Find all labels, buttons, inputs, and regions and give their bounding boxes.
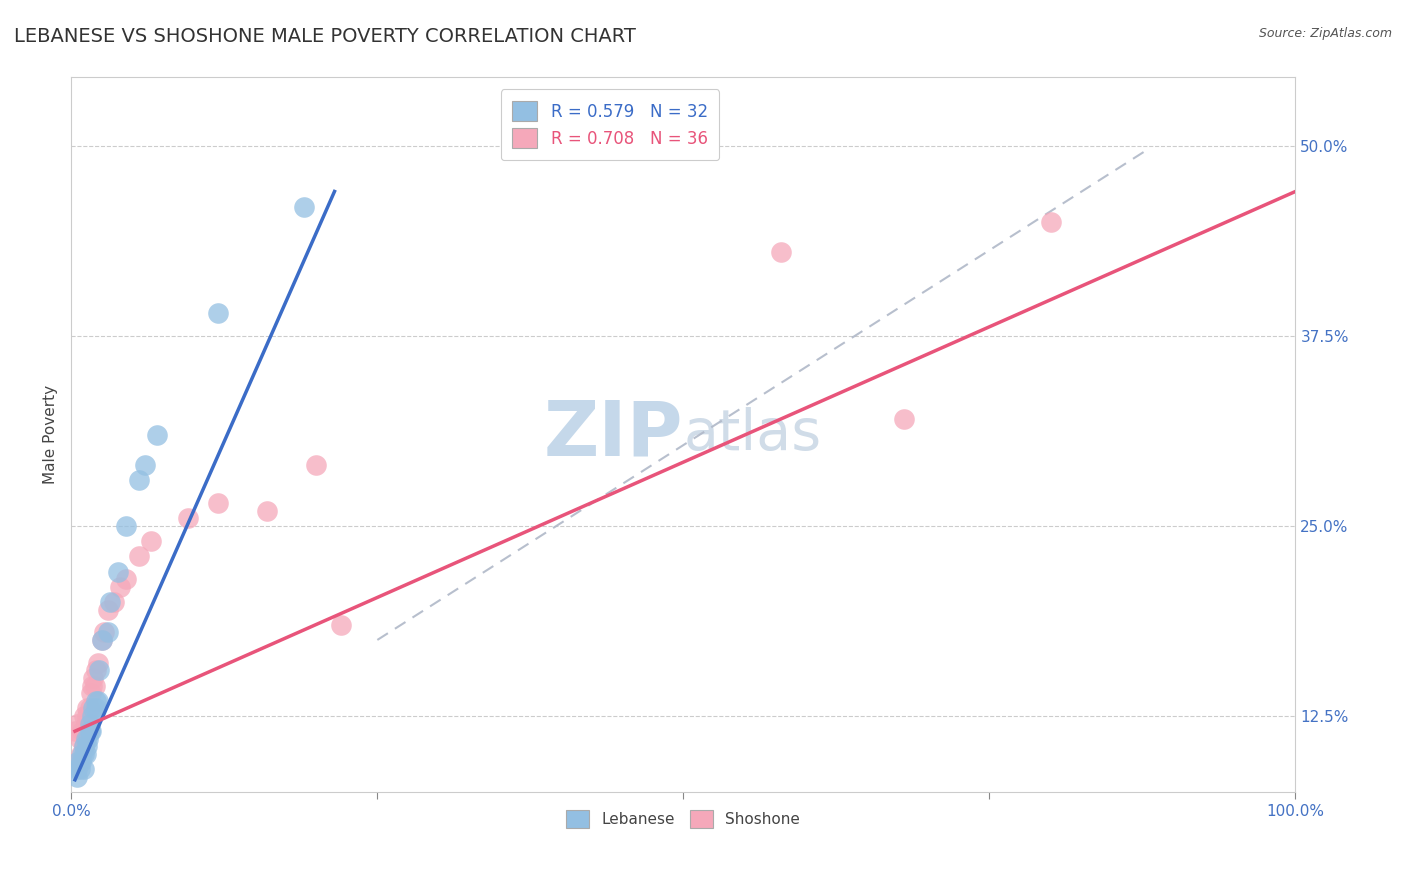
- Point: [82, 679, 104, 693]
- Point: [146, 427, 169, 442]
- Point: [75, 731, 97, 746]
- Y-axis label: Male Poverty: Male Poverty: [44, 385, 58, 484]
- Point: [76, 701, 98, 715]
- Point: [82, 701, 104, 715]
- Point: [110, 580, 132, 594]
- Point: [66, 755, 89, 769]
- Point: [292, 200, 315, 214]
- Point: [90, 632, 112, 647]
- Text: ZIP: ZIP: [544, 398, 683, 472]
- Point: [72, 747, 94, 761]
- Point: [79, 724, 101, 739]
- Point: [76, 739, 98, 754]
- Point: [128, 473, 150, 487]
- Point: [73, 724, 96, 739]
- Point: [80, 686, 103, 700]
- Point: [69, 731, 91, 746]
- Point: [69, 762, 91, 776]
- Point: [70, 755, 93, 769]
- Point: [66, 762, 89, 776]
- Point: [66, 770, 89, 784]
- Point: [1039, 215, 1062, 229]
- Point: [82, 671, 104, 685]
- Point: [256, 504, 278, 518]
- Point: [115, 572, 138, 586]
- Point: [770, 245, 793, 260]
- Point: [77, 724, 100, 739]
- Point: [72, 747, 94, 761]
- Point: [207, 496, 229, 510]
- Point: [134, 458, 156, 472]
- Point: [66, 716, 89, 731]
- Point: [103, 595, 125, 609]
- Point: [75, 747, 97, 761]
- Point: [97, 602, 120, 616]
- Point: [82, 709, 104, 723]
- Point: [207, 306, 229, 320]
- Point: [93, 625, 115, 640]
- Point: [72, 739, 94, 754]
- Point: [107, 565, 129, 579]
- Text: LEBANESE VS SHOSHONE MALE POVERTY CORRELATION CHART: LEBANESE VS SHOSHONE MALE POVERTY CORREL…: [14, 27, 636, 45]
- Point: [97, 625, 120, 640]
- Legend: Lebanese, Shoshone: Lebanese, Shoshone: [561, 804, 807, 834]
- Point: [76, 709, 98, 723]
- Point: [100, 595, 122, 609]
- Point: [84, 701, 107, 715]
- Text: Source: ZipAtlas.com: Source: ZipAtlas.com: [1258, 27, 1392, 40]
- Point: [87, 656, 110, 670]
- Point: [67, 755, 90, 769]
- Point: [90, 632, 112, 647]
- Point: [329, 617, 352, 632]
- Point: [305, 458, 328, 472]
- Text: atlas: atlas: [683, 408, 821, 462]
- Point: [72, 709, 94, 723]
- Point: [75, 716, 97, 731]
- Point: [89, 664, 111, 678]
- Point: [79, 716, 101, 731]
- Point: [84, 694, 107, 708]
- Point: [87, 694, 110, 708]
- Point: [79, 701, 101, 715]
- Point: [176, 511, 198, 525]
- Point: [72, 762, 94, 776]
- Point: [128, 549, 150, 564]
- Point: [72, 739, 94, 754]
- Point: [115, 519, 138, 533]
- Point: [72, 724, 94, 739]
- Point: [70, 747, 93, 761]
- Point: [77, 731, 100, 746]
- Point: [83, 679, 105, 693]
- Point: [63, 724, 86, 739]
- Point: [84, 664, 107, 678]
- Point: [80, 724, 103, 739]
- Point: [139, 534, 162, 549]
- Point: [893, 412, 915, 426]
